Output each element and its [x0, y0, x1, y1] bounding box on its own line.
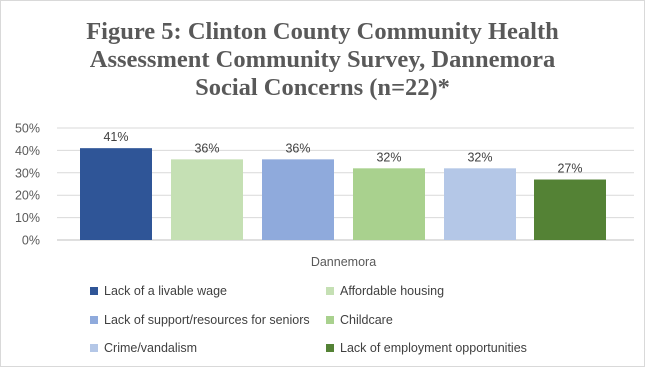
chart-title: Figure 5: Clinton County Community Healt…: [0, 18, 645, 102]
legend-swatch: [90, 316, 98, 324]
y-tick-label: 10%: [15, 211, 40, 225]
data-label: 36%: [194, 141, 219, 155]
legend-swatch: [90, 344, 98, 352]
data-label: 32%: [376, 150, 401, 164]
legend-item: Lack of employment opportunities: [326, 341, 527, 355]
data-label: 27%: [557, 162, 582, 176]
bar: [353, 168, 425, 240]
legend-label: Affordable housing: [340, 284, 445, 298]
bar: [444, 168, 516, 240]
chart-title-line-2: Assessment Community Survey, Dannemora: [89, 46, 556, 73]
bar: [262, 159, 334, 240]
legend-swatch: [326, 287, 334, 295]
y-tick-label: 0%: [22, 234, 40, 248]
legend-swatch: [326, 344, 334, 352]
legend-swatch: [90, 287, 98, 295]
legend-label: Childcare: [340, 313, 393, 327]
legend-item: Crime/vandalism: [90, 341, 197, 355]
legend-item: Childcare: [326, 313, 393, 327]
legend-label: Lack of employment opportunities: [340, 341, 527, 355]
x-category-label: Dannemora: [311, 255, 376, 269]
chart-title-line-1: Figure 5: Clinton County Community Healt…: [86, 18, 559, 45]
y-tick-label: 20%: [15, 189, 40, 203]
bar: [534, 179, 606, 240]
legend-item: Affordable housing: [326, 284, 444, 298]
data-label: 36%: [285, 141, 310, 155]
legend-label: Lack of a livable wage: [104, 284, 227, 298]
data-label: 32%: [467, 150, 492, 164]
legend-label: Lack of support/resources for seniors: [104, 313, 310, 327]
y-tick-label: 30%: [15, 166, 40, 180]
legend-swatch: [326, 316, 334, 324]
y-tick-label: 40%: [15, 144, 40, 158]
data-label: 41%: [103, 130, 128, 144]
bar: [171, 159, 243, 240]
legend-item: Lack of support/resources for seniors: [90, 313, 310, 327]
y-tick-label: 50%: [15, 122, 40, 136]
bar: [80, 148, 152, 240]
legend-item: Lack of a livable wage: [90, 284, 227, 298]
legend-label: Crime/vandalism: [104, 341, 198, 355]
chart-title-line-3: Social Concerns (n=22)*: [195, 74, 450, 101]
